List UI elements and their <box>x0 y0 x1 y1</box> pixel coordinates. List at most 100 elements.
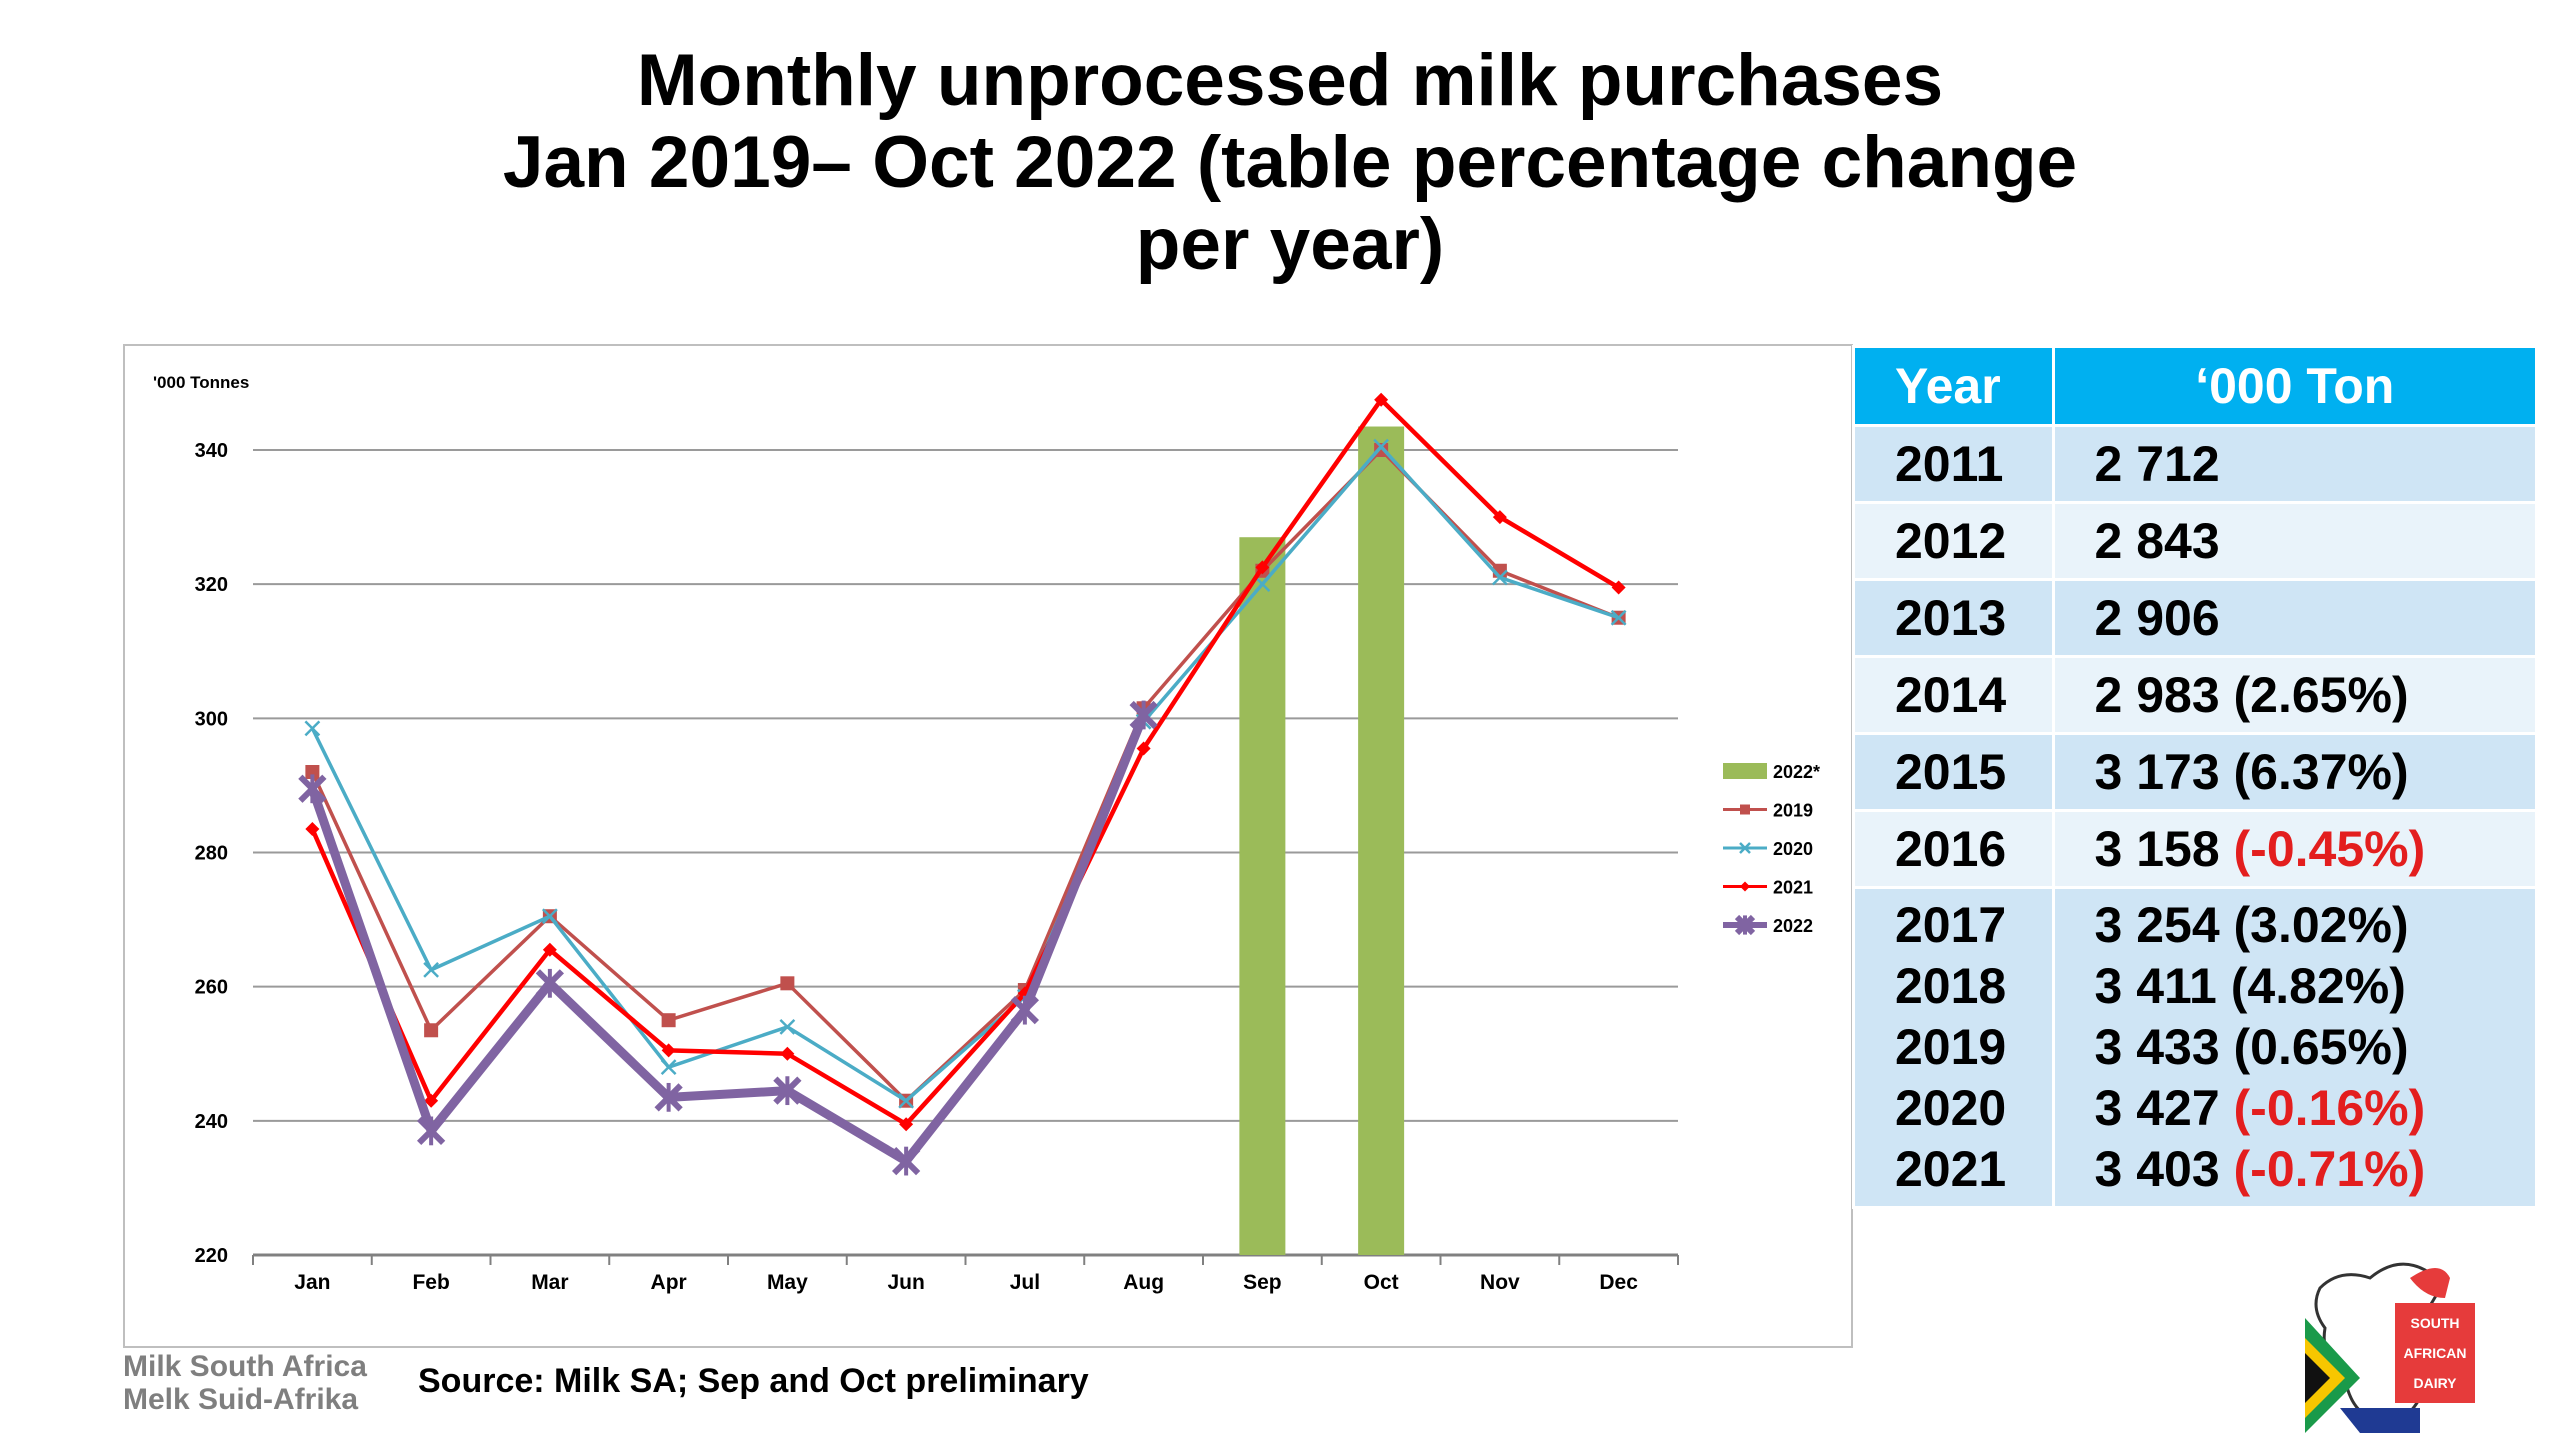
tonnes-value: 3 411 <box>2094 958 2217 1014</box>
x-tick-label: Jul <box>1010 1271 1040 1294</box>
year-line: 2019 <box>1895 1019 2007 1075</box>
legend-swatch <box>1723 763 1767 779</box>
milk-sa-logo: Milk South Africa Melk Suid-Afrika <box>123 1350 423 1416</box>
badge-line-1: SOUTH <box>2411 1315 2460 1331</box>
south-african-dairy-logo: SOUTH AFRICAN DAIRY <box>2305 1262 2475 1433</box>
table-row: 2011 2 712 <box>1852 424 2538 504</box>
year-line: 2017 <box>1895 897 2007 953</box>
point-2022-may <box>773 1076 802 1106</box>
chart-frame <box>123 344 1853 1348</box>
point-2019-oct <box>1374 443 1389 457</box>
legend-item-2020: 2020 <box>1723 839 1813 859</box>
point-2020-feb <box>423 962 440 978</box>
tonnes-cell: 3 158 (-0.45%) <box>2051 809 2538 889</box>
percent-change: (-0.45%) <box>2233 821 2426 877</box>
milk-purchases-chart: '000 Tonnes 220 240 260 280 300 320 340 Jan Feb Ma… <box>153 373 1820 1294</box>
point-2019-apr <box>661 1013 676 1028</box>
series-line-2021 <box>310 397 1620 1127</box>
legend-item-2022: 2022 <box>1723 914 1813 936</box>
y-tick-label: 340 <box>195 440 228 462</box>
year-cell: 2013 <box>1852 578 2055 658</box>
flag-blue-stripe <box>2340 1408 2420 1433</box>
point-2020-may <box>779 1019 796 1035</box>
x-tick-label: Jan <box>294 1271 330 1294</box>
percent-change: (4.82%) <box>2230 958 2406 1014</box>
tonnes-value: 2 906 <box>2094 590 2220 646</box>
x-tick-label: Oct <box>1364 1271 1399 1294</box>
year-cell: 2012 <box>1852 501 2055 581</box>
table-row: 2012 2 843 <box>1852 501 2538 581</box>
year-cell: 2015 <box>1852 732 2055 812</box>
tonnes-value: 2 843 <box>2094 513 2220 569</box>
point-2021-feb <box>424 1093 439 1108</box>
title-line-3: per year) <box>1135 204 1445 285</box>
legend-label: 2022 <box>1773 916 1813 936</box>
x-tick-label: Jun <box>887 1271 924 1294</box>
point-2020-nov <box>1491 569 1508 586</box>
header-year: Year <box>1852 345 2055 427</box>
badge-line-2: AFRICAN <box>2404 1345 2467 1361</box>
series-line-2022 <box>308 713 1148 1166</box>
point-2021-nov <box>1492 510 1507 525</box>
tonnes-value: 3 158 <box>2094 821 2220 877</box>
table-row: 2016 3 158 (-0.45%) <box>1852 809 2538 889</box>
bar-2022-sep <box>1239 537 1286 1255</box>
tonnes-value: 2 712 <box>2094 436 2220 492</box>
year-cell: 2011 <box>1852 424 2055 504</box>
bar-2022-oct <box>1358 426 1405 1255</box>
point-2022-feb <box>417 1116 446 1146</box>
tonnes-value: 2 983 <box>2094 667 2220 723</box>
y-axis-label: '000 Tonnes <box>153 373 249 392</box>
point-2021-mar <box>542 942 557 957</box>
legend-label: 2021 <box>1773 878 1813 898</box>
year-line: 2021 <box>1895 1141 2007 1197</box>
title-line-1: Monthly unprocessed milk purchases <box>636 40 1944 121</box>
year-line: 2018 <box>1895 958 2007 1014</box>
x-tick-label: Aug <box>1123 1271 1164 1294</box>
point-2020-sep <box>1254 576 1271 593</box>
point-2021-sep <box>1255 560 1270 575</box>
point-2021-may <box>780 1046 795 1061</box>
point-2021-apr <box>661 1043 676 1058</box>
year-cell: 2014 <box>1852 655 2055 735</box>
point-2021-jun <box>899 1117 914 1132</box>
point-2020-mar <box>541 908 558 925</box>
tonnes-line: 3 427 (-0.16%) <box>2095 1078 2536 1139</box>
tonnes-cell: 3 173 (6.37%) <box>2051 732 2538 812</box>
x-tick-label: Feb <box>412 1271 449 1294</box>
point-2020-apr <box>660 1059 677 1076</box>
logo-text-afrikaans: Melk Suid-Afrika <box>123 1383 359 1416</box>
tonnes-cell: 2 843 <box>2051 501 2538 581</box>
legend-label: 2020 <box>1773 839 1813 859</box>
annual-purchases-table: Year ‘000 Ton 2011 2 712 2012 2 843 2013 2 90… <box>1852 345 2538 1209</box>
title-line-2: Jan 2019– Oct 2022 (table percentage cha… <box>502 122 2078 203</box>
legend-marker <box>1740 881 1750 892</box>
x-tick-label: Mar <box>531 1271 568 1294</box>
percent-change: (3.02%) <box>2233 897 2409 953</box>
legend-item-2019: 2019 <box>1723 801 1813 821</box>
percent-change: (0.65%) <box>2233 1019 2409 1075</box>
y-tick-label: 300 <box>195 708 228 730</box>
table-row: 2014 2 983 (2.65%) <box>1852 655 2538 735</box>
legend-item-2021: 2021 <box>1723 878 1813 898</box>
percent-change: (2.65%) <box>2233 667 2409 723</box>
table-row: 2013 2 906 <box>1852 578 2538 658</box>
series-line-2020 <box>310 444 1620 1103</box>
point-2021-dec <box>1611 580 1626 595</box>
tonnes-line: 3 411 (4.82%) <box>2095 956 2536 1017</box>
legend-item-2022prelim: 2022* <box>1723 762 1820 782</box>
year-line: 2020 <box>1895 1080 2007 1136</box>
point-2020-jan <box>304 720 321 737</box>
point-2022-aug <box>1129 700 1158 730</box>
point-2020-jun <box>898 1092 915 1109</box>
x-tick-label: Sep <box>1243 1271 1282 1294</box>
tonnes-line: 3 254 (3.02%) <box>2095 895 2536 956</box>
table-row-group: 2017 2018 2019 2020 2021 3 254 (3.02%) 3 411 (… <box>1852 886 2538 1209</box>
point-2020-dec <box>1610 609 1627 626</box>
legend-marker <box>1734 914 1756 936</box>
point-2019-jan <box>305 765 320 779</box>
point-2020-oct <box>1373 438 1390 455</box>
legend-marker <box>1740 804 1750 815</box>
point-2022-mar <box>535 968 564 998</box>
tonnes-value: 3 254 <box>2094 897 2220 953</box>
